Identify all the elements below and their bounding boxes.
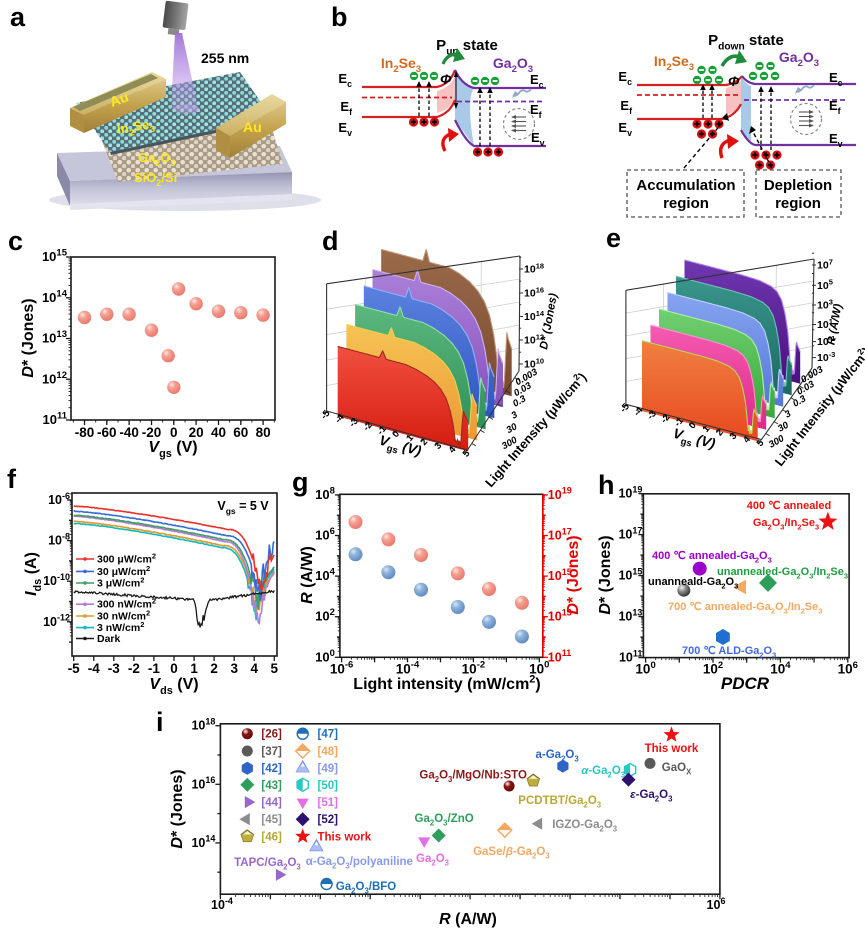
- svg-text:f: f: [7, 464, 17, 494]
- svg-text:-5: -5: [68, 661, 80, 676]
- svg-text:3: 3: [230, 661, 238, 676]
- svg-text:-40: -40: [119, 425, 139, 440]
- svg-text:[45]: [45]: [261, 814, 282, 826]
- svg-text:d: d: [322, 226, 339, 256]
- svg-text:[48]: [48]: [318, 746, 339, 758]
- svg-text:region: region: [775, 195, 821, 212]
- svg-text:R (A/W): R (A/W): [299, 546, 316, 604]
- svg-text:-2: -2: [128, 661, 140, 676]
- svg-text:Φ: Φ: [440, 71, 452, 87]
- svg-text:-4: -4: [88, 661, 100, 676]
- svg-text:Φ: Φ: [728, 73, 740, 89]
- svg-text:Depletion: Depletion: [764, 177, 832, 194]
- svg-text:255 nm: 255 nm: [201, 50, 249, 66]
- svg-text:3 nW/cm2: 3 nW/cm2: [97, 620, 144, 634]
- svg-text:Accumulation: Accumulation: [636, 177, 735, 194]
- svg-text:0: 0: [170, 425, 178, 440]
- svg-text:400 ℃ annealed: 400 ℃ annealed: [747, 500, 832, 512]
- svg-text:R (A/W): R (A/W): [439, 911, 497, 928]
- svg-text:2: 2: [210, 661, 218, 676]
- svg-text:-20: -20: [142, 425, 162, 440]
- svg-text:40: 40: [211, 425, 226, 440]
- svg-text:-3: -3: [108, 661, 120, 676]
- svg-text:e: e: [606, 223, 621, 253]
- svg-text:D* (Jones): D* (Jones): [565, 535, 582, 614]
- svg-text:Dark: Dark: [97, 633, 121, 645]
- svg-text:[47]: [47]: [318, 729, 339, 741]
- svg-text:4: 4: [250, 661, 258, 676]
- svg-text:5: 5: [271, 661, 279, 676]
- svg-text:Light intensity (mW/cm2): Light intensity (mW/cm2): [353, 673, 540, 693]
- svg-text:This work: This work: [645, 743, 699, 755]
- svg-text:-80: -80: [75, 425, 95, 440]
- svg-text:D* (Jones): D* (Jones): [169, 769, 186, 848]
- svg-text:20: 20: [189, 425, 204, 440]
- svg-text:[44]: [44]: [261, 797, 282, 809]
- svg-text:g: g: [292, 467, 309, 497]
- svg-text:b: b: [331, 2, 348, 32]
- svg-text:60: 60: [233, 425, 248, 440]
- svg-text:[43]: [43]: [261, 780, 282, 792]
- svg-text:[52]: [52]: [318, 814, 339, 826]
- svg-text:[42]: [42]: [261, 763, 282, 775]
- svg-text:[49]: [49]: [318, 763, 339, 775]
- svg-text:a: a: [10, 2, 26, 32]
- svg-text:region: region: [663, 195, 709, 212]
- svg-text:D* (Jones): D* (Jones): [597, 535, 614, 614]
- svg-text:-1: -1: [148, 661, 160, 676]
- svg-text:[50]: [50]: [318, 780, 339, 792]
- svg-text:1: 1: [190, 661, 198, 676]
- svg-text:[26]: [26]: [261, 729, 282, 741]
- svg-text:0: 0: [170, 661, 178, 676]
- svg-text:-60: -60: [97, 425, 117, 440]
- svg-text:80: 80: [256, 425, 271, 440]
- svg-text:This work: This work: [318, 831, 372, 843]
- svg-text:[46]: [46]: [261, 831, 282, 843]
- svg-text:[51]: [51]: [318, 797, 339, 809]
- svg-text:h: h: [598, 470, 615, 500]
- svg-text:Au: Au: [243, 119, 262, 135]
- svg-text:[37]: [37]: [261, 746, 282, 758]
- svg-text:i: i: [156, 707, 164, 737]
- svg-text:c: c: [8, 226, 23, 256]
- svg-text:3 μW/cm2: 3 μW/cm2: [97, 576, 144, 590]
- svg-text:D* (Jones): D* (Jones): [20, 298, 37, 377]
- svg-text:PDCR: PDCR: [721, 674, 770, 693]
